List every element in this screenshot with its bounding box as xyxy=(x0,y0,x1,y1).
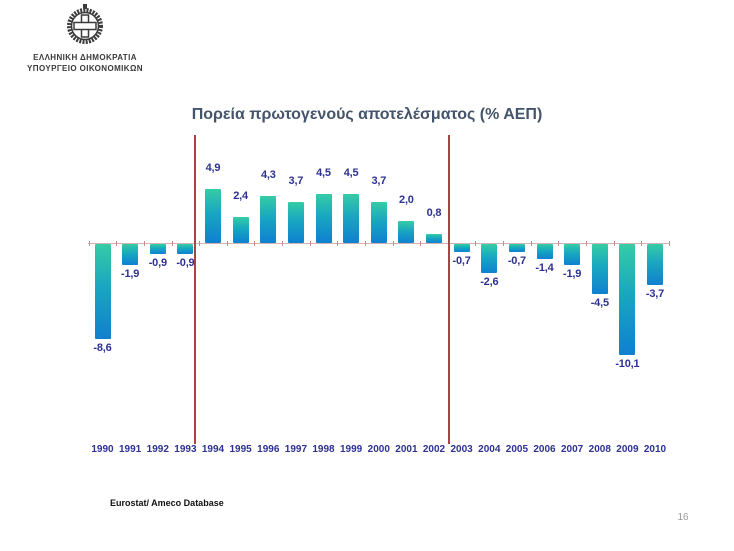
year-label: 1996 xyxy=(257,444,280,455)
bar-value-label: -0,7 xyxy=(507,254,526,267)
bar-value-label: 4,5 xyxy=(343,166,359,179)
x-axis-tick xyxy=(668,241,670,246)
bar xyxy=(508,244,525,252)
bar xyxy=(149,244,166,254)
year-label: 2000 xyxy=(367,444,390,455)
bar-value-label: 0,8 xyxy=(426,207,442,220)
bar xyxy=(122,244,139,265)
bar-value-label: -3,7 xyxy=(645,287,665,300)
x-axis-tick xyxy=(585,241,587,246)
year-label: 1992 xyxy=(146,444,169,455)
x-axis-line xyxy=(88,243,669,244)
bar-value-label: 2,4 xyxy=(233,189,248,202)
bar xyxy=(536,244,553,260)
bar xyxy=(205,189,221,243)
year-label: 2002 xyxy=(422,444,446,455)
x-axis-tick xyxy=(199,241,201,246)
x-axis-tick xyxy=(309,241,311,246)
divider-line xyxy=(447,135,450,444)
bar xyxy=(481,244,498,273)
x-axis-tick xyxy=(475,241,477,246)
year-label: 1994 xyxy=(201,444,225,455)
bar xyxy=(398,221,415,243)
bar-value-label: 3,7 xyxy=(288,175,304,188)
bar xyxy=(647,244,663,285)
x-axis-tick xyxy=(641,241,643,246)
chart-title: Πορεία πρωτογενούς αποτελέσματος (% ΑΕΠ) xyxy=(191,106,543,123)
bar-value-label: 4,9 xyxy=(205,162,221,175)
ministry-name: ΕΛΛΗΝΙΚΗ ΔΗΜΟΚΡΑΤΙΑ ΥΠΟΥΡΓΕΙΟ ΟΙΚΟΝΟΜΙΚΩ… xyxy=(10,52,160,74)
bar-value-label: -0,9 xyxy=(176,256,195,269)
bar-value-label: -10,1 xyxy=(615,358,640,371)
year-label: 2004 xyxy=(478,444,501,455)
x-axis-tick xyxy=(503,241,505,246)
x-axis-tick xyxy=(226,241,228,246)
x-axis-tick xyxy=(171,241,173,246)
year-label: 2005 xyxy=(505,444,529,455)
ministry-name-line1: ΕΛΛΗΝΙΚΗ ΔΗΜΟΚΡΑΤΙΑ xyxy=(33,53,137,62)
bar-value-label: -0,7 xyxy=(452,254,471,267)
bar xyxy=(287,202,304,243)
x-axis-tick xyxy=(88,241,90,246)
x-axis-tick xyxy=(364,241,366,246)
bar xyxy=(564,244,581,265)
year-label: 2003 xyxy=(450,444,473,455)
bar xyxy=(591,244,608,294)
bar xyxy=(619,244,636,356)
bar-value-label: -1,4 xyxy=(535,262,554,275)
bar-value-label: -1,9 xyxy=(563,267,582,280)
year-label: 2010 xyxy=(643,444,667,455)
bar-value-label: 4,5 xyxy=(316,166,331,179)
hellenic-republic-emblem-icon xyxy=(67,4,103,44)
x-axis-tick xyxy=(613,241,615,246)
ministry-name-line2: ΥΠΟΥΡΓΕΙΟ ΟΙΚΟΝΟΜΙΚΩΝ xyxy=(27,64,143,73)
bar-value-label: -4,5 xyxy=(590,296,609,309)
year-label: 1993 xyxy=(174,444,197,455)
x-axis-tick xyxy=(143,241,145,246)
x-axis-tick xyxy=(392,241,394,246)
bar xyxy=(426,234,442,243)
x-axis-tick xyxy=(558,241,560,246)
bar xyxy=(315,193,332,243)
bar-value-label: -0,9 xyxy=(148,256,167,269)
x-axis-tick xyxy=(254,241,256,246)
year-label: 2008 xyxy=(588,444,611,455)
bar xyxy=(260,195,277,243)
bar xyxy=(177,244,194,254)
bar xyxy=(370,202,387,243)
logo: ΕΛΛΗΝΙΚΗ ΔΗΜΟΚΡΑΤΙΑ ΥΠΟΥΡΓΕΙΟ ΟΙΚΟΝΟΜΙΚΩ… xyxy=(10,3,160,74)
bar-value-label: -2,6 xyxy=(480,275,499,288)
bar-value-label: -1,9 xyxy=(121,267,140,280)
bar xyxy=(232,216,249,243)
bar-value-label: 4,3 xyxy=(260,168,276,181)
x-axis-tick xyxy=(116,241,118,246)
x-axis-tick xyxy=(530,241,532,246)
bar-value-label: 2,0 xyxy=(399,194,414,206)
divider-line xyxy=(194,135,197,444)
year-label: 2009 xyxy=(616,444,639,455)
year-label: 2001 xyxy=(395,444,418,455)
year-label: 1997 xyxy=(284,444,308,455)
bar xyxy=(94,244,111,339)
year-label: 1998 xyxy=(312,444,335,455)
bar-value-label: -8,6 xyxy=(93,341,112,354)
year-label: 1999 xyxy=(339,444,363,455)
year-label: 2007 xyxy=(560,444,584,455)
x-axis-tick xyxy=(337,241,339,246)
x-axis-tick xyxy=(420,241,422,246)
year-label: 1995 xyxy=(229,444,252,455)
page-number: 16 xyxy=(677,512,689,523)
year-label: 2006 xyxy=(533,444,556,455)
year-label: 1990 xyxy=(91,444,114,455)
bar-value-label: 3,7 xyxy=(371,175,387,188)
source-note: Eurostat/ Ameco Database xyxy=(110,498,224,508)
x-axis-tick xyxy=(282,241,284,246)
bar xyxy=(453,244,470,252)
bar xyxy=(343,193,360,243)
year-label: 1991 xyxy=(118,444,142,455)
